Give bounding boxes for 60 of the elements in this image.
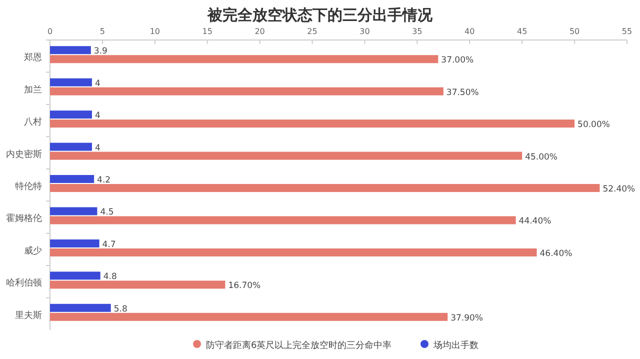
bar (50, 46, 91, 54)
data-label: 4.2 (97, 176, 111, 186)
bar (50, 78, 92, 86)
y-tick-label: 里夫斯 (15, 310, 42, 321)
x-tick-label: 50 (569, 27, 580, 36)
bar (50, 152, 522, 160)
data-label: 44.40% (518, 216, 552, 227)
x-tick-label: 40 (464, 27, 475, 36)
data-label: 45.00% (525, 152, 558, 162)
bar (50, 110, 92, 119)
y-tick-label: 郑恩 (24, 52, 42, 64)
x-tick-label: 10 (150, 27, 160, 36)
data-label: 3.9 (94, 46, 108, 57)
bar (50, 304, 111, 312)
x-tick-label: 55 (622, 27, 632, 36)
legend-label: 防守者距离6英尺以上完全放空时的三分命中率 (206, 340, 392, 351)
legend-label: 场均出手数 (432, 340, 478, 351)
y-tick-label: 威少 (24, 245, 42, 256)
y-tick-label: 霍姆格伦 (6, 213, 42, 224)
x-tick-label: 45 (516, 27, 528, 36)
chart-title: 被完全放空状态下的三分出手情况 (206, 6, 434, 24)
x-tick-label: 5 (100, 27, 105, 36)
data-label: 4 (94, 143, 100, 154)
data-label: 16.70% (228, 281, 261, 292)
data-label: 4.5 (100, 208, 114, 218)
data-label: 46.40% (540, 248, 572, 259)
bar (50, 216, 516, 224)
bar (50, 184, 600, 192)
y-tick-label: 加兰 (24, 84, 42, 96)
data-label: 37.50% (446, 88, 479, 98)
x-tick-label: 25 (307, 27, 318, 36)
data-label: 4.8 (103, 272, 117, 282)
y-tick-label: 内史密斯 (6, 148, 42, 160)
data-label: 37.90% (450, 313, 484, 324)
x-tick-label: 0 (47, 27, 53, 36)
bar (50, 280, 226, 289)
data-label: 52.40% (602, 184, 636, 194)
bar (50, 207, 98, 216)
y-tick-label: 八村 (24, 116, 42, 128)
bar (50, 120, 575, 128)
bar (50, 248, 537, 256)
y-tick-label: 特伦特 (15, 181, 42, 192)
bar (50, 142, 92, 151)
bar (50, 239, 100, 248)
bar (50, 87, 444, 96)
data-label: 50.00% (578, 120, 610, 130)
x-tick-label: 35 (412, 27, 422, 36)
data-label: 37.00% (441, 56, 474, 66)
data-label: 4 (94, 111, 100, 122)
data-label: 4 (94, 78, 100, 89)
x-tick-label: 20 (254, 27, 265, 36)
x-tick-label: 15 (202, 27, 212, 36)
data-label: 4.7 (102, 240, 116, 250)
bar (50, 55, 438, 64)
bar (50, 312, 448, 321)
y-tick-label: 哈利伯顿 (6, 278, 42, 289)
data-label: 5.8 (114, 304, 128, 314)
bar (50, 272, 100, 280)
x-tick-label: 30 (360, 27, 370, 36)
bar (50, 175, 94, 183)
